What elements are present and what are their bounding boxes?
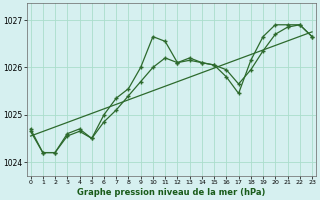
X-axis label: Graphe pression niveau de la mer (hPa): Graphe pression niveau de la mer (hPa) [77,188,266,197]
